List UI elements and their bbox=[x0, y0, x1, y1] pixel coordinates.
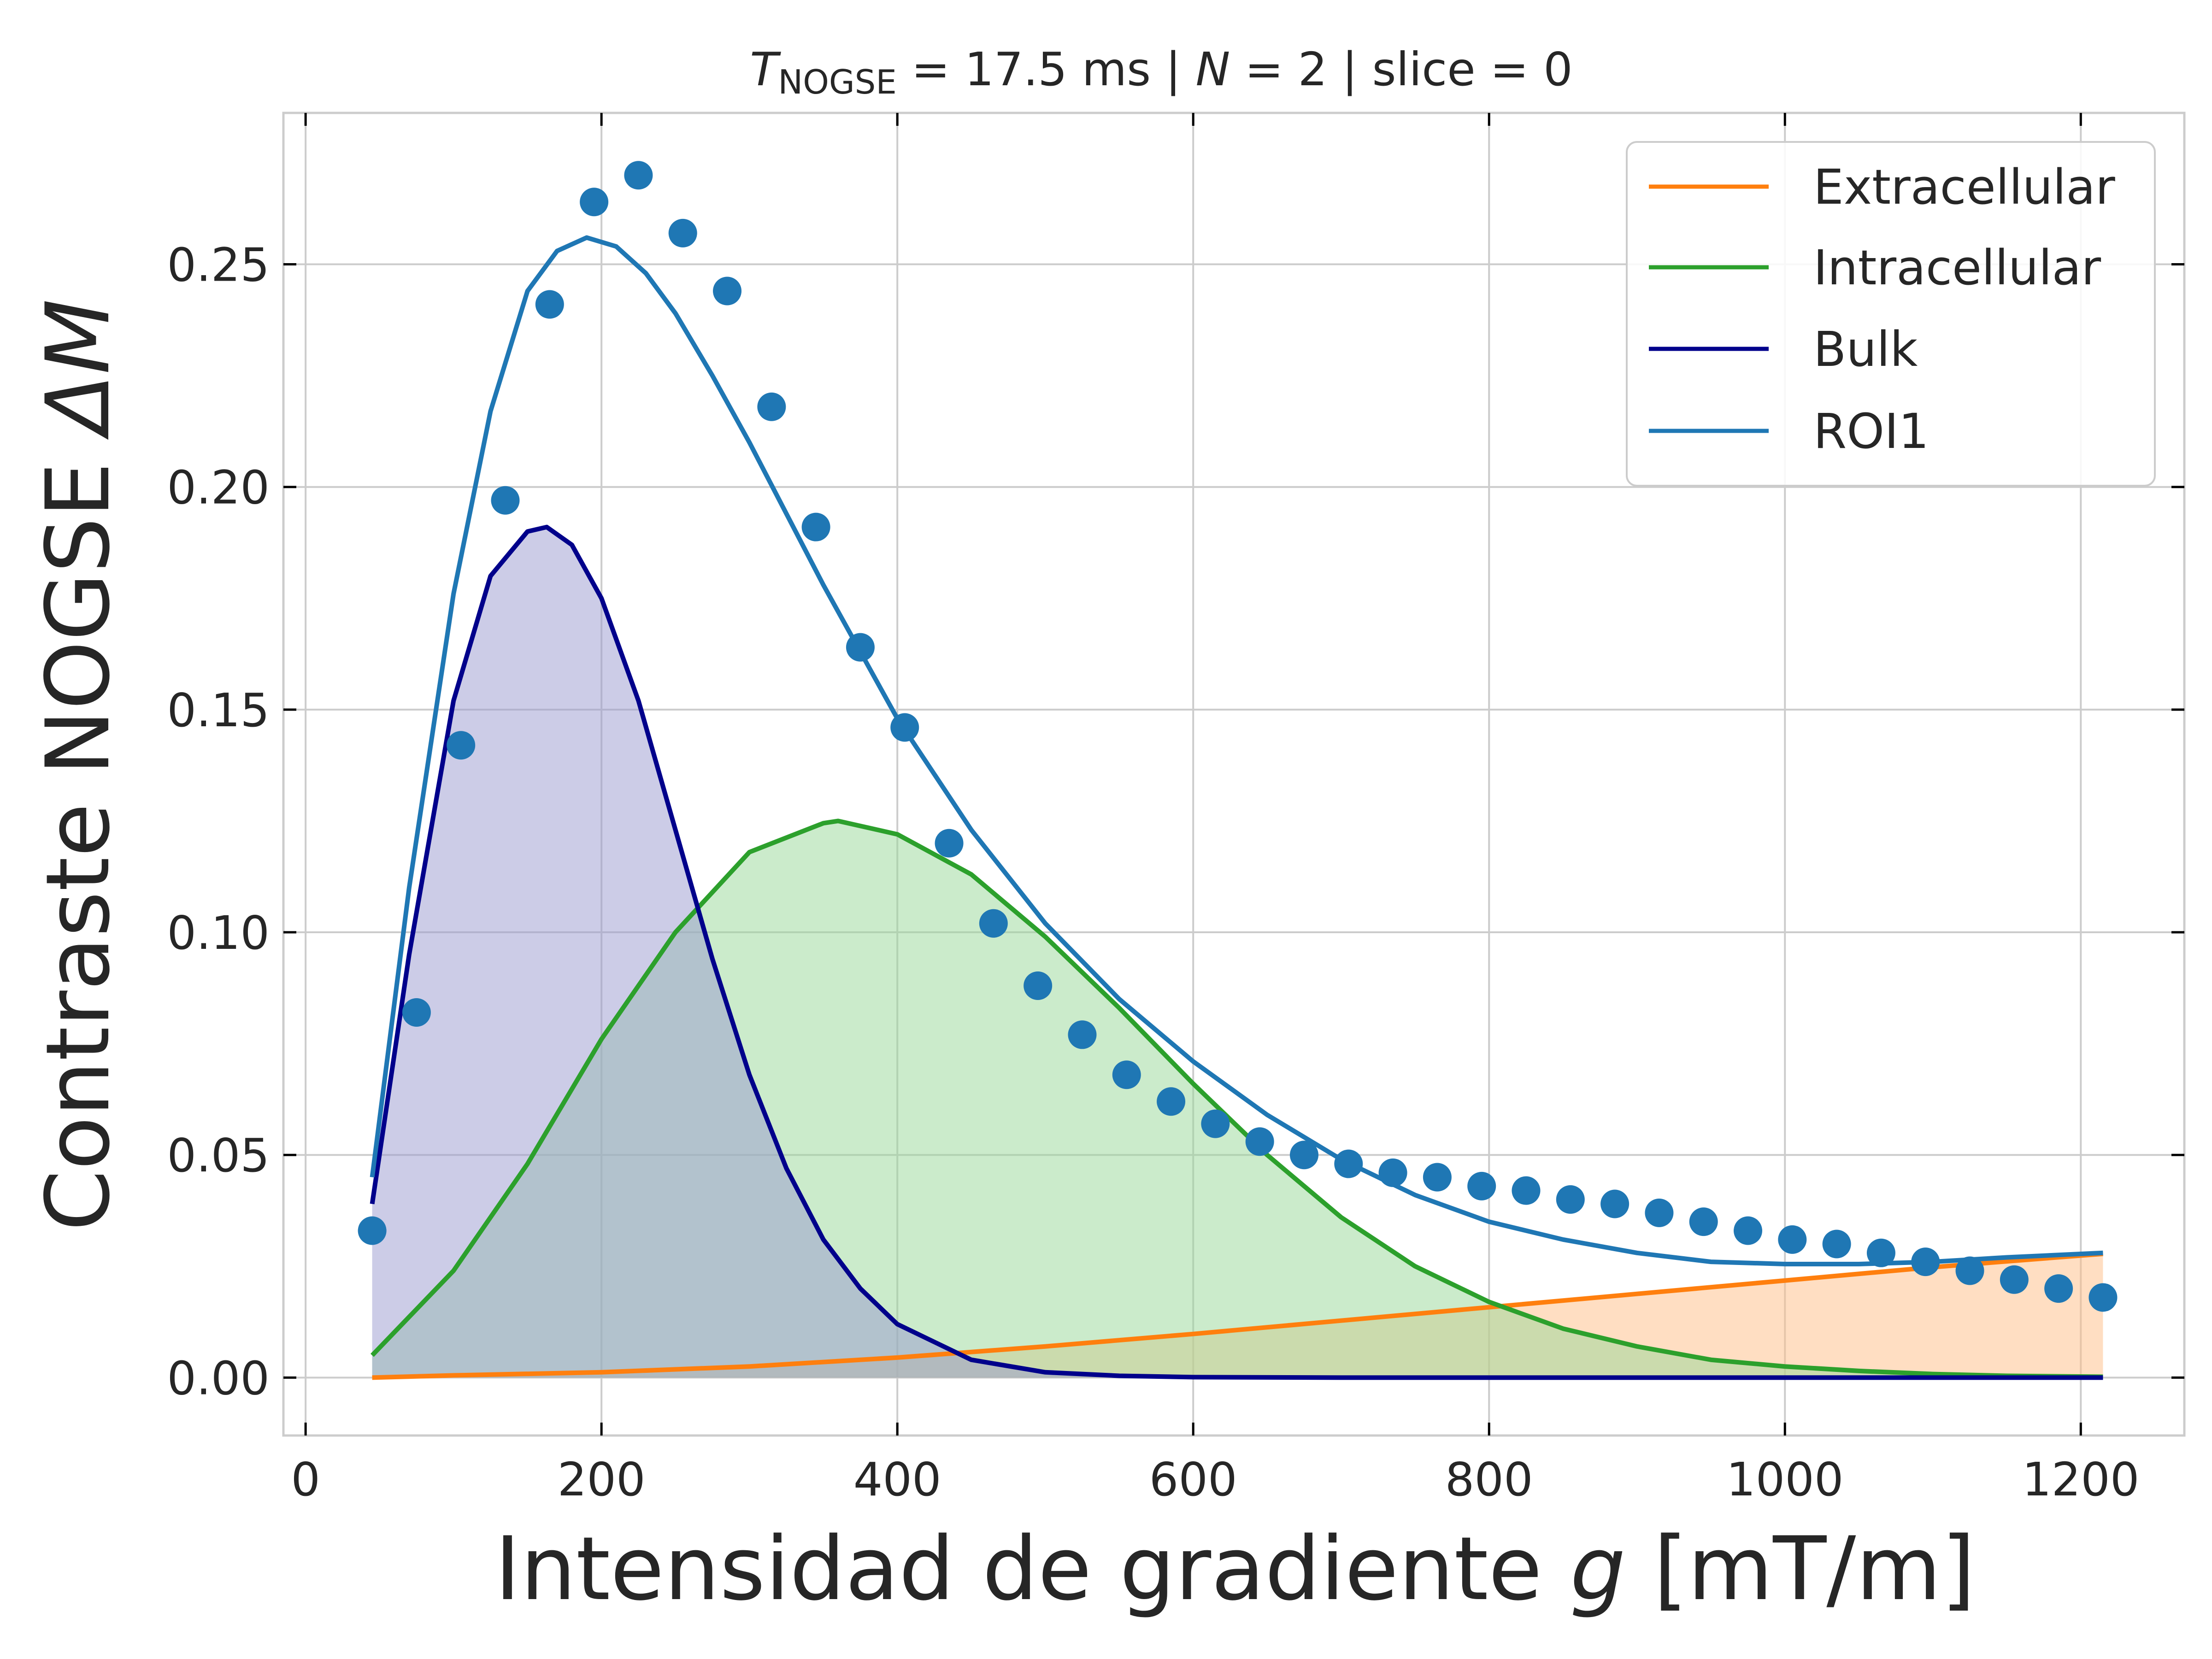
series-line-intracellular bbox=[371, 818, 2103, 1379]
data-point bbox=[668, 218, 697, 247]
legend-label-intracellular: Intracellular bbox=[1813, 240, 2101, 296]
data-point bbox=[1024, 971, 1053, 1000]
x-tick-label: 1200 bbox=[2022, 1453, 2140, 1506]
data-point bbox=[491, 486, 520, 515]
axis-ticks: 0 200 400 600 800 1000 1200 0.00 0.05 0.10 0.15 0.2… bbox=[167, 113, 2184, 1506]
data-point bbox=[1778, 1225, 1807, 1254]
data-point bbox=[535, 290, 564, 319]
x-tick-label: 800 bbox=[1445, 1453, 1533, 1506]
data-point bbox=[2044, 1274, 2073, 1303]
legend-item-extracellular: Extracellular bbox=[1649, 159, 2115, 215]
data-point bbox=[1467, 1171, 1496, 1200]
x-tick-label: 0 bbox=[291, 1453, 320, 1506]
y-tick-label: 0.20 bbox=[167, 461, 270, 515]
data-point bbox=[801, 512, 830, 541]
legend-frame bbox=[1626, 141, 2156, 487]
data-point bbox=[1201, 1109, 1230, 1138]
title-part-1: = 17.5 ms | bbox=[897, 42, 1196, 96]
legend-label-extracellular: Extracellular bbox=[1813, 159, 2115, 215]
data-point bbox=[402, 998, 431, 1027]
data-point bbox=[757, 392, 786, 421]
title-t-symbol: T bbox=[750, 42, 781, 96]
title-n-symbol: N bbox=[1195, 42, 1230, 96]
data-point bbox=[1512, 1176, 1541, 1205]
y-tick-label: 0.05 bbox=[167, 1129, 270, 1182]
x-axis-title: Intensidad de gradiente g [mT/m] bbox=[494, 1518, 1975, 1620]
x-axis-title-var: g bbox=[1570, 1518, 1626, 1620]
data-point bbox=[935, 829, 964, 858]
data-points bbox=[358, 161, 2118, 1312]
data-point bbox=[1556, 1185, 1585, 1214]
fill-area-bulk bbox=[372, 527, 2103, 1378]
chart-title: TNOGSE = 17.5 ms | N = 2 | slice = 0 bbox=[750, 42, 1572, 101]
y-tick-label: 0.15 bbox=[167, 683, 270, 737]
x-tick-label: 400 bbox=[853, 1453, 941, 1506]
data-point bbox=[2088, 1283, 2118, 1312]
y-tick-label: 0.25 bbox=[167, 238, 270, 292]
legend: Extracellular Intracellular Bulk ROI1 bbox=[1626, 141, 2156, 487]
y-tick-label: 0.10 bbox=[167, 906, 270, 960]
data-point bbox=[1822, 1230, 1851, 1259]
data-point bbox=[1112, 1060, 1141, 1089]
x-axis-title-text: Intensidad de gradiente bbox=[494, 1518, 1570, 1620]
fill-areas bbox=[372, 527, 2103, 1378]
y-axis-title-var: ΔM bbox=[27, 299, 129, 440]
data-point bbox=[1734, 1216, 1763, 1245]
x-tick-label: 1000 bbox=[1726, 1453, 1844, 1506]
data-point bbox=[1334, 1149, 1363, 1178]
data-point bbox=[1378, 1158, 1407, 1187]
data-point bbox=[1689, 1207, 1718, 1236]
series-line-extracellular bbox=[372, 1251, 2103, 1380]
x-tick-label: 200 bbox=[558, 1453, 646, 1506]
data-point bbox=[1866, 1238, 1895, 1267]
x-axis-title-unit: [mT/m] bbox=[1626, 1518, 1976, 1620]
data-point bbox=[1911, 1247, 1940, 1277]
data-point bbox=[1289, 1141, 1318, 1170]
legend-item-roi1: ROI1 bbox=[1649, 403, 1929, 459]
data-point bbox=[1245, 1127, 1274, 1156]
data-point bbox=[713, 276, 742, 306]
legend-label-roi1: ROI1 bbox=[1813, 403, 1929, 459]
legend-label-bulk: Bulk bbox=[1813, 321, 1918, 377]
y-axis-title-text: Contraste NOGSE bbox=[27, 434, 129, 1231]
title-t-subscript: NOGSE bbox=[778, 63, 897, 101]
data-point bbox=[358, 1216, 387, 1245]
data-point bbox=[890, 713, 919, 742]
data-point bbox=[1068, 1020, 1097, 1049]
data-point bbox=[2000, 1265, 2029, 1294]
data-point bbox=[624, 161, 653, 190]
fill-area-extracellular bbox=[372, 1253, 2103, 1378]
legend-item-bulk: Bulk bbox=[1649, 321, 1918, 377]
data-point bbox=[1423, 1163, 1452, 1192]
data-point bbox=[1955, 1256, 1984, 1285]
x-tick-label: 600 bbox=[1149, 1453, 1237, 1506]
data-point bbox=[846, 633, 875, 662]
data-point bbox=[1157, 1087, 1186, 1116]
y-axis-title: Contraste NOGSE ΔM bbox=[27, 299, 129, 1231]
series-line-bulk bbox=[370, 524, 2103, 1380]
data-point bbox=[447, 731, 476, 760]
plot-frame bbox=[282, 112, 2186, 1437]
data-point bbox=[1645, 1198, 1674, 1227]
title-part-2: = 2 | slice = 0 bbox=[1230, 42, 1572, 96]
legend-item-intracellular: Intracellular bbox=[1649, 240, 2101, 296]
data-point bbox=[979, 909, 1008, 938]
series-lines bbox=[370, 235, 2103, 1380]
data-point bbox=[1600, 1189, 1630, 1218]
series-line-roi1 bbox=[370, 235, 2103, 1266]
y-tick-label: 0.00 bbox=[167, 1351, 270, 1405]
data-point bbox=[580, 188, 609, 217]
